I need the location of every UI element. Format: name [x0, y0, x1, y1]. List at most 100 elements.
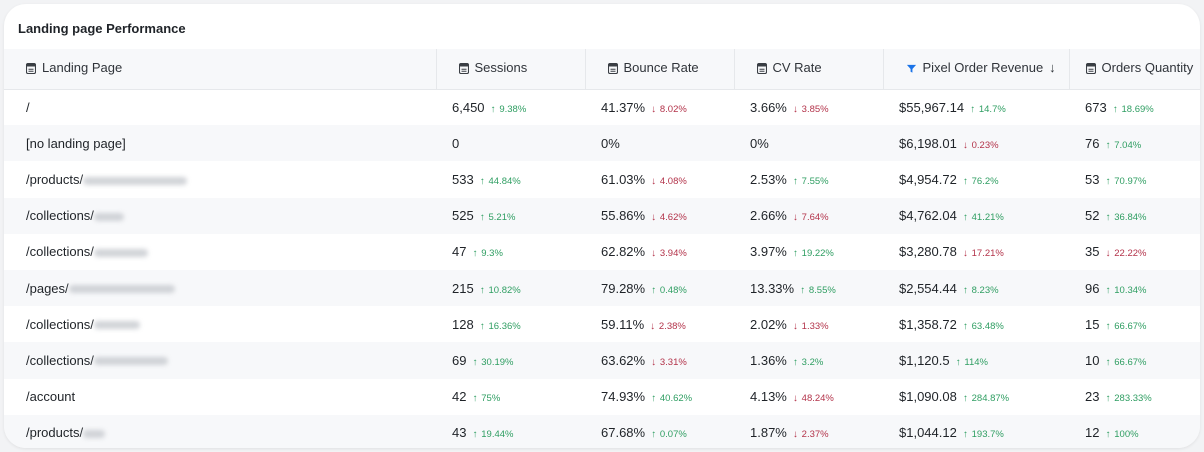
orders-quantity-cell: 673 ↑ 18.69% [1069, 89, 1200, 125]
orders-quantity-cell: 12 ↑ 100% [1069, 415, 1200, 448]
delta-up-badge: ↑ 75% [472, 393, 500, 404]
delta-value: 193.7% [971, 429, 1004, 441]
delta-value: 8.23% [971, 284, 999, 296]
delta-value: 100% [1114, 429, 1139, 441]
sheet-icon [25, 62, 37, 77]
metric-value: 2.02% [750, 316, 787, 332]
pixel-order-revenue-cell: $4,954.72 ↑ 76.2% [883, 161, 1069, 197]
delta-down-badge: ↓ 3.85% [793, 104, 829, 115]
redacted-path-blur [93, 321, 140, 330]
table-row[interactable]: /collections/525 ↑ 5.21% 55.86% ↓ 4.62% 2.66… [4, 197, 1200, 234]
delta-value: 41.21% [971, 212, 1004, 224]
arrow-down-icon: ↓ [651, 175, 659, 187]
table-row[interactable]: /products/43 ↑ 19.44% 67.68% ↑ 0.07% 1.87% ↓ … [4, 414, 1200, 448]
arrow-up-icon: ↑ [479, 284, 488, 296]
cv-rate-cell: 13.33% ↑ 8.55% [734, 270, 883, 306]
arrow-down-icon: ↓ [792, 212, 801, 224]
delta-value: 66.67% [1114, 320, 1147, 332]
arrow-up-icon: ↑ [1105, 393, 1114, 405]
card-title: Landing page Performance [18, 21, 186, 36]
table-row[interactable]: /collections/128 ↑ 16.36% 59.11% ↓ 2.38% 2.0… [4, 306, 1200, 342]
arrow-up-icon: ↑ [479, 212, 488, 224]
delta-down-badge: ↓ 48.24% [793, 393, 834, 404]
arrow-up-icon: ↑ [651, 393, 659, 405]
delta-value: 10.34% [1114, 284, 1147, 296]
column-header[interactable]: Landing Page [4, 49, 437, 90]
arrow-up-icon: ↑ [472, 248, 481, 260]
column-header[interactable]: Pixel Order Revenue ↓ [883, 49, 1070, 90]
table-row[interactable]: /account 42 ↑ 75% 74.93% ↑ 40.62% 4.13% ↓ 48.2… [4, 379, 1200, 415]
metric-value: $6,198.01 [899, 135, 957, 151]
landing-page-cell: /collections/ [4, 306, 436, 342]
metric-value: 23 [1085, 389, 1100, 405]
column-header[interactable]: Orders Quantity [1069, 49, 1200, 90]
sessions-cell: 533 ↑ 44.84% [436, 161, 585, 197]
orders-quantity-cell: 52 ↑ 36.84% [1069, 198, 1200, 234]
metric-value: 3.66% [750, 99, 787, 115]
delta-value: 16.36% [488, 320, 521, 332]
sort-desc-arrow-icon[interactable]: ↓ [1049, 60, 1056, 76]
pixel-order-revenue-cell: $6,198.01 ↓ 0.23% [883, 125, 1069, 161]
delta-up-badge: ↑ 283.33% [1105, 393, 1151, 404]
orders-quantity-cell: 53 ↑ 70.97% [1069, 161, 1200, 197]
cv-rate-cell: 1.36% ↑ 3.2% [734, 342, 883, 378]
metric-value: 52 [1085, 208, 1100, 224]
delta-value: 5.21% [488, 212, 516, 224]
sessions-cell: 525 ↑ 5.21% [436, 198, 585, 234]
metric-value: 41.37% [601, 99, 646, 115]
pixel-order-revenue-cell: $1,120.5 ↑ 114% [883, 342, 1069, 378]
metric-value: 79.28% [601, 280, 646, 296]
metric-value: 128 [452, 316, 474, 332]
table-row[interactable]: /pages/215 ↑ 10.82% 79.28% ↑ 0.48% 13.33% ↑ 8… [4, 269, 1200, 307]
metric-value: 2.53% [750, 171, 787, 187]
column-header-label: Pixel Order Revenue [922, 60, 1044, 76]
redacted-path-blur [83, 429, 106, 438]
sessions-cell: 0 [436, 125, 585, 161]
delta-up-badge: ↑ 7.55% [793, 176, 829, 187]
arrow-up-icon: ↑ [472, 429, 481, 441]
orders-quantity-cell: 96 ↑ 10.34% [1069, 270, 1200, 306]
table-row[interactable]: /products/533 ↑ 44.84% 61.03% ↓ 4.08% 2.53% ↑… [4, 161, 1200, 197]
delta-down-badge: ↓ 4.08% [651, 176, 687, 187]
sessions-cell: 215 ↑ 10.82% [436, 270, 585, 306]
cv-rate-cell: 0% [734, 125, 883, 161]
delta-value: 8.02% [659, 103, 687, 115]
landing-page-performance-card: Landing page Performance Landing Page Ses… [4, 4, 1200, 448]
arrow-down-icon: ↓ [651, 248, 659, 260]
delta-value: 44.84% [488, 175, 521, 187]
delta-value: 2.37% [801, 429, 829, 441]
metric-value: 53 [1085, 171, 1100, 187]
arrow-down-icon: ↓ [651, 212, 659, 224]
delta-value: 63.48% [971, 320, 1004, 332]
table-row[interactable]: /collections/69 ↑ 30.19% 63.62% ↓ 3.31% 1.36… [4, 342, 1200, 379]
landing-page-cell: /products/ [4, 161, 436, 197]
arrow-down-icon: ↓ [651, 103, 659, 115]
delta-value: 9.3% [481, 248, 503, 260]
metric-value: 10 [1085, 352, 1100, 368]
column-header[interactable]: Sessions [436, 49, 586, 90]
orders-quantity-cell: 76 ↑ 7.04% [1069, 125, 1200, 161]
landing-page-path: /collections/ [26, 244, 94, 260]
pixel-order-revenue-cell: $1,044.12 ↑ 193.7% [883, 415, 1069, 448]
cv-rate-cell: 3.66% ↓ 3.85% [734, 89, 883, 125]
pixel-order-revenue-cell: $1,090.08 ↑ 284.87% [883, 379, 1069, 415]
orders-quantity-cell: 23 ↑ 283.33% [1069, 379, 1200, 415]
sheet-icon [607, 62, 618, 77]
table-row[interactable]: /collections/47 ↑ 9.3% 62.82% ↓ 3.94% 3.97% ↑… [4, 234, 1200, 270]
arrow-up-icon: ↑ [1105, 175, 1114, 187]
delta-value: 19.22% [801, 248, 834, 260]
arrow-up-icon: ↑ [962, 429, 971, 441]
column-header[interactable]: Bounce Rate [585, 49, 735, 90]
delta-value: 22.22% [1114, 248, 1147, 260]
bounce-rate-cell: 62.82% ↓ 3.94% [585, 234, 734, 270]
column-header[interactable]: CV Rate [734, 49, 884, 90]
metric-value: 215 [452, 280, 474, 296]
delta-value: 40.62% [659, 393, 693, 405]
delta-value: 0.23% [971, 139, 999, 151]
column-header-label: Orders Quantity [1101, 60, 1194, 76]
sheet-icon [1085, 62, 1096, 77]
delta-value: 3.94% [659, 248, 687, 260]
table-row[interactable]: / 6,450 ↑ 9.38% 41.37% ↓ 8.02% 3.66% ↓ 3.85% $5… [4, 89, 1200, 125]
delta-up-badge: ↑ 193.7% [963, 429, 1004, 440]
table-row[interactable]: [no landing page] 0 0% 0% $6,198.01 ↓ 0.23% 76… [4, 125, 1200, 162]
